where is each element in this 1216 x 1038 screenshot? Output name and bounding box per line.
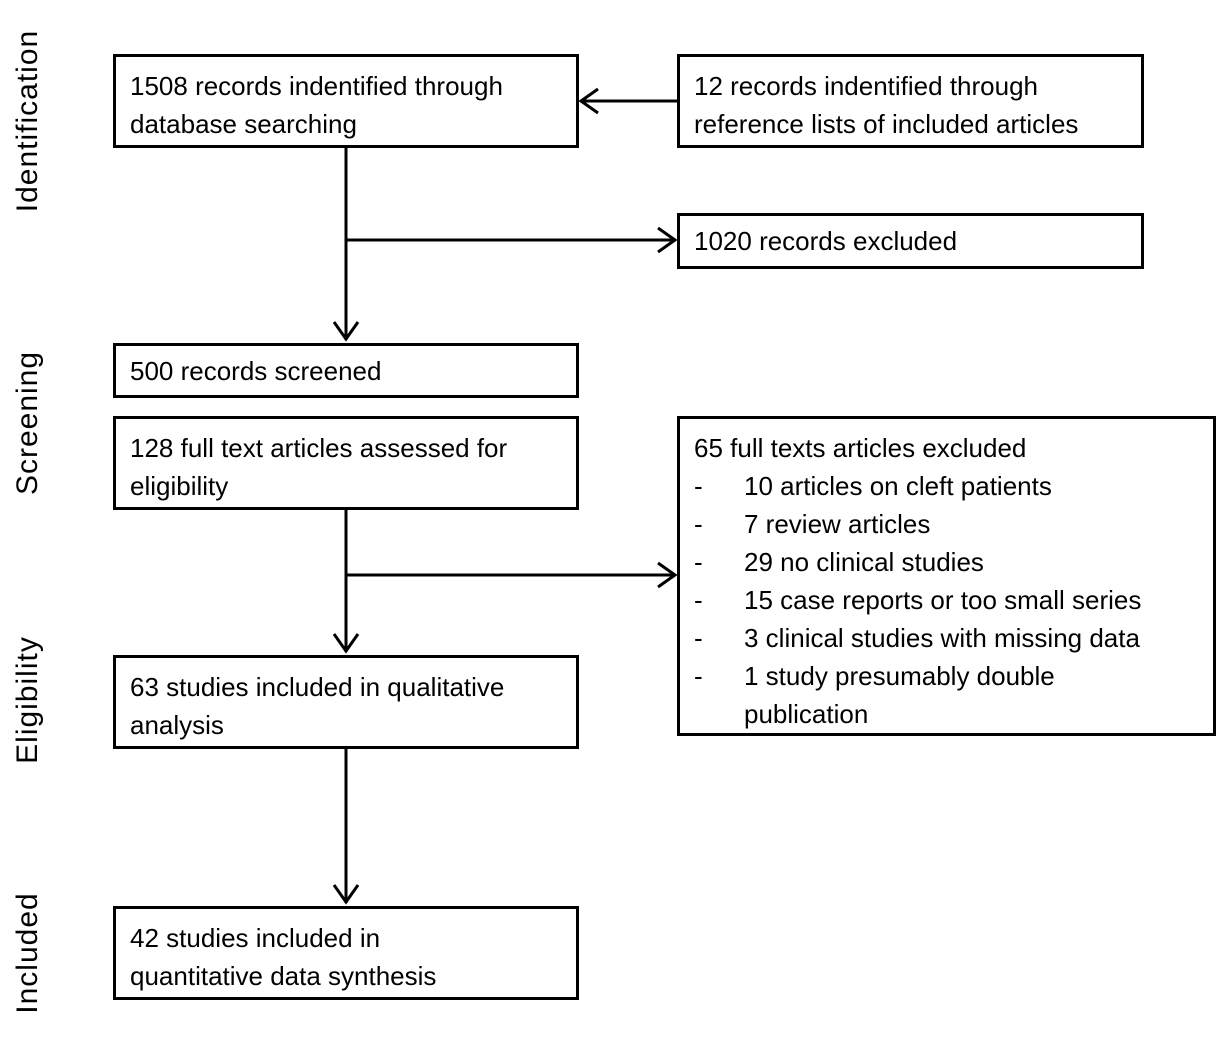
box-records-excluded: 1020 records excluded <box>677 213 1144 269</box>
box-database-search: 1508 records indentified through databas… <box>113 54 579 148</box>
box-records-screened: 500 records screened <box>113 343 579 398</box>
exclusion-item: -29 no clinical studies <box>694 547 984 577</box>
exclusions-list: -10 articles on cleft patients -7 review… <box>694 467 1201 733</box>
box-quantitative: 42 studies included in quantitative data… <box>113 906 579 1000</box>
exclusion-item: -15 case reports or too small series <box>694 585 1142 615</box>
exclusions-title: 65 full texts articles excluded <box>694 433 1027 463</box>
box-reference-lists: 12 records indentified through reference… <box>677 54 1144 148</box>
exclusion-item: -1 study presumably double publication <box>694 661 1055 729</box>
exclusion-item: -7 review articles <box>694 509 931 539</box>
exclusion-item: -3 clinical studies with missing data <box>694 623 1140 653</box>
box-full-text-assessed: 128 full text articles assessed for elig… <box>113 416 579 510</box>
box-qualitative: 63 studies included in qualitative analy… <box>113 655 579 749</box>
box-exclusions: 65 full texts articles excluded -10 arti… <box>677 416 1216 736</box>
exclusion-item: -10 articles on cleft patients <box>694 471 1052 501</box>
